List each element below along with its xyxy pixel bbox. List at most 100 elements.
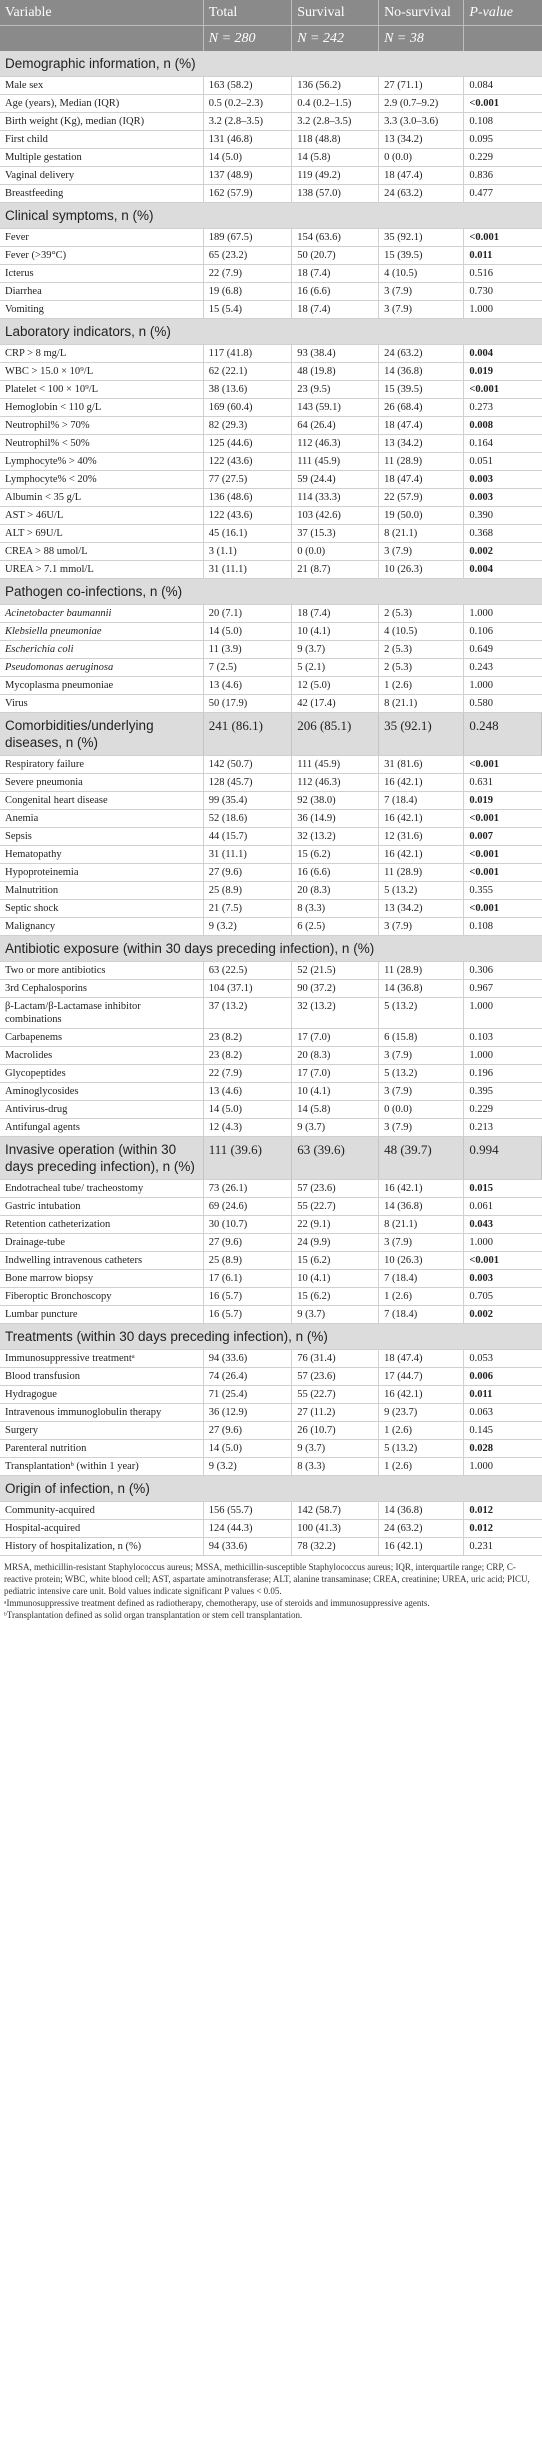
table-row: Aminoglycosides 13 (4.6) 10 (4.1) 3 (7.9) 0.… xyxy=(0,1082,542,1101)
variable-cell: Vaginal delivery xyxy=(0,166,204,185)
p-value-cell: 0.095 xyxy=(463,130,542,149)
p-value-cell: 0.002 xyxy=(463,542,542,561)
table-row: Endotracheal tube/ tracheostomy 73 (26.1)… xyxy=(0,1179,542,1198)
survival-cell: 32 (13.2) xyxy=(291,997,380,1029)
total-cell: 62 (22.1) xyxy=(203,362,293,381)
survival-cell: 57 (23.6) xyxy=(291,1179,380,1198)
p-value-cell: 0.836 xyxy=(463,166,542,185)
total-cell: 36 (12.9) xyxy=(203,1403,293,1422)
survival-cell: 24 (9.9) xyxy=(291,1233,380,1252)
p-value-cell: 0.043 xyxy=(463,1215,542,1234)
survival-cell: 17 (7.0) xyxy=(291,1064,380,1083)
table-row: Birth weight (Kg), median (IQR) 3.2 (2.8–… xyxy=(0,112,542,131)
p-value-cell: 0.012 xyxy=(463,1519,542,1538)
table-row: CRP > 8 mg/L 117 (41.8) 93 (38.4) 24 (63.2)… xyxy=(0,344,542,363)
results-table: Variable Total Survival No-survival P-va… xyxy=(0,0,542,1556)
col-header-p-value: P-value xyxy=(463,0,542,26)
total-cell: 11 (3.9) xyxy=(203,640,293,659)
variable-cell: Carbapenems xyxy=(0,1028,204,1047)
table-row: Neutrophil% > 70% 82 (29.3) 64 (26.4) 18 (4… xyxy=(0,416,542,435)
survival-cell: 9 (3.7) xyxy=(291,1118,380,1137)
no-survival-cell: 14 (36.8) xyxy=(378,979,465,998)
table-row: Lumbar puncture 16 (5.7) 9 (3.7) 7 (18.4) 0.… xyxy=(0,1305,542,1324)
table-row: Two or more antibiotics 63 (22.5) 52 (21.5… xyxy=(0,961,542,980)
no-survival-cell: 26 (68.4) xyxy=(378,398,465,417)
total-cell: 71 (25.4) xyxy=(203,1385,293,1404)
no-survival-cell: 6 (15.8) xyxy=(378,1028,465,1047)
section-header: Demographic information, n (%) xyxy=(0,51,542,77)
table-footnotes: MRSA, methicillin-resistant Staphylococc… xyxy=(0,1556,542,1627)
total-cell: 162 (57.9) xyxy=(203,184,293,203)
variable-cell: Vomiting xyxy=(0,300,204,319)
variable-cell: Congenital heart disease xyxy=(0,791,204,810)
table-row: Surgery 27 (9.6) 26 (10.7) 1 (2.6) 0.145 xyxy=(0,1421,542,1440)
total-cell: 17 (6.1) xyxy=(203,1269,293,1288)
table-row: History of hospitalization, n (%) 94 (33.… xyxy=(0,1537,542,1556)
survival-cell: 93 (38.4) xyxy=(291,344,380,363)
survival-cell: 55 (22.7) xyxy=(291,1385,380,1404)
no-survival-cell: 1 (2.6) xyxy=(378,676,465,695)
section-header: Clinical symptoms, n (%) xyxy=(0,202,542,229)
p-value-cell: 0.395 xyxy=(463,1082,542,1101)
no-survival-cell: 16 (42.1) xyxy=(378,1179,465,1198)
total-cell: 65 (23.2) xyxy=(203,246,293,265)
table-row: Hypoproteinemia 27 (9.6) 16 (6.6) 11 (28.9)… xyxy=(0,863,542,882)
variable-cell: Neutrophil% < 50% xyxy=(0,434,204,453)
p-value-cell: 0.273 xyxy=(463,398,542,417)
section-header: Invasive operation (within 30 days prece… xyxy=(0,1136,542,1180)
survival-cell: 8 (3.3) xyxy=(291,1457,380,1476)
table-row: Anemia 52 (18.6) 36 (14.9) 16 (42.1) <0.001 xyxy=(0,809,542,828)
table-body: Demographic information, n (%) Male sex 16… xyxy=(0,51,542,1556)
no-survival-cell: 7 (18.4) xyxy=(378,1305,465,1324)
no-survival-cell: 10 (26.3) xyxy=(378,560,465,579)
no-survival-cell: 24 (63.2) xyxy=(378,184,465,203)
no-survival-cell: 5 (13.2) xyxy=(378,881,465,900)
no-survival-cell: 11 (28.9) xyxy=(378,863,465,882)
no-survival-cell: 5 (13.2) xyxy=(378,1439,465,1458)
table-row: β-Lactam/β-Lactamase inhibitor combinati… xyxy=(0,997,542,1029)
total-cell: 30 (10.7) xyxy=(203,1215,293,1234)
variable-cell: Birth weight (Kg), median (IQR) xyxy=(0,112,204,131)
p-value-cell: 1.000 xyxy=(463,604,542,623)
variable-cell: Hospital-acquired xyxy=(0,1519,204,1538)
section-title: Invasive operation (within 30 days prece… xyxy=(0,1136,204,1180)
section-header: Pathogen co-infections, n (%) xyxy=(0,578,542,605)
variable-cell: ALT > 69U/L xyxy=(0,524,204,543)
table-row: Septic shock 21 (7.5) 8 (3.3) 13 (34.2) <0.0… xyxy=(0,899,542,918)
table-row: Platelet < 100 × 10⁹/L 38 (13.6) 23 (9.5) 1… xyxy=(0,380,542,399)
total-cell: 74 (26.4) xyxy=(203,1367,293,1386)
survival-cell: 21 (8.7) xyxy=(291,560,380,579)
total-cell: 124 (44.3) xyxy=(203,1519,293,1538)
table-row: Virus 50 (17.9) 42 (17.4) 8 (21.1) 0.580 xyxy=(0,694,542,713)
variable-cell: Glycopeptides xyxy=(0,1064,204,1083)
no-survival-cell: 17 (44.7) xyxy=(378,1367,465,1386)
p-value-cell: <0.001 xyxy=(463,94,542,113)
total-cell: 73 (26.1) xyxy=(203,1179,293,1198)
p-value-cell: 0.007 xyxy=(463,827,542,846)
survival-cell: 37 (15.3) xyxy=(291,524,380,543)
survival-cell: 18 (7.4) xyxy=(291,604,380,623)
no-survival-cell: 3 (7.9) xyxy=(378,1233,465,1252)
table-row: Icterus 22 (7.9) 18 (7.4) 4 (10.5) 0.516 xyxy=(0,264,542,283)
p-value-cell: 1.000 xyxy=(463,300,542,319)
variable-cell: Bone marrow biopsy xyxy=(0,1269,204,1288)
no-survival-cell: 1 (2.6) xyxy=(378,1457,465,1476)
variable-cell: Anemia xyxy=(0,809,204,828)
table-row: Congenital heart disease 99 (35.4) 92 (38.… xyxy=(0,791,542,810)
no-survival-cell: 4 (10.5) xyxy=(378,622,465,641)
variable-cell: Transplantationᵇ (within 1 year) xyxy=(0,1457,204,1476)
table-row: Lymphocyte% < 20% 77 (27.5) 59 (24.4) 18 (4… xyxy=(0,470,542,489)
table-row: Hematopathy 31 (11.1) 15 (6.2) 16 (42.1) <0.… xyxy=(0,845,542,864)
total-cell: 38 (13.6) xyxy=(203,380,293,399)
variable-cell: History of hospitalization, n (%) xyxy=(0,1537,204,1556)
p-value-cell: 0.649 xyxy=(463,640,542,659)
table-row: Diarrhea 19 (6.8) 16 (6.6) 3 (7.9) 0.730 xyxy=(0,282,542,301)
no-survival-cell: 3 (7.9) xyxy=(378,917,465,936)
survival-cell: 20 (8.3) xyxy=(291,1046,380,1065)
total-cell: 31 (11.1) xyxy=(203,845,293,864)
section-summary-value: 0.994 xyxy=(463,1136,542,1180)
p-value-cell: 0.243 xyxy=(463,658,542,677)
p-value-cell: 0.003 xyxy=(463,470,542,489)
survival-cell: 112 (46.3) xyxy=(291,773,380,792)
survival-cell: 76 (31.4) xyxy=(291,1349,380,1368)
